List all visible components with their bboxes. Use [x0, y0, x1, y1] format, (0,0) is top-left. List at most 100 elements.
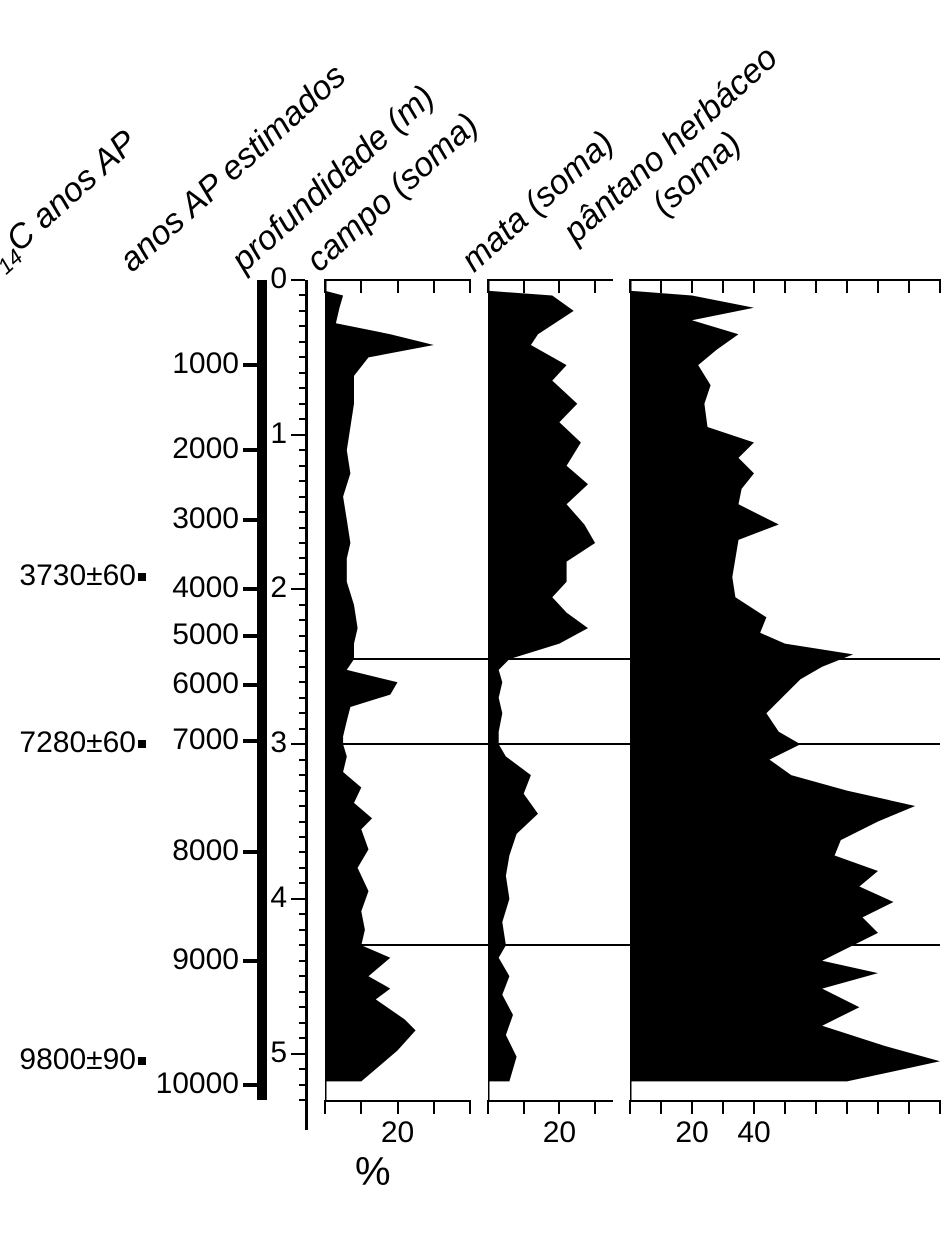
y-tick — [243, 959, 257, 963]
depth-minor-tick — [299, 511, 305, 513]
depth-minor-tick — [299, 805, 305, 807]
x-tick-label: 40 — [734, 1116, 774, 1150]
panel-bottom-ticks — [630, 1100, 940, 1114]
plot-area: % 10002000300040005000600070008000900010… — [0, 280, 945, 1200]
depth-minor-tick — [299, 542, 305, 544]
depth-minor-tick — [299, 449, 305, 451]
y-tick-label: 8000 — [172, 834, 239, 868]
panel-campo: 20 — [325, 280, 470, 1160]
y-axis-bar — [257, 280, 267, 1100]
depth-minor-tick — [299, 604, 305, 606]
depth-minor-tick — [299, 341, 305, 343]
depth-minor-tick — [299, 1068, 305, 1070]
y-tick — [243, 363, 257, 367]
depth-minor-tick — [299, 650, 305, 652]
c14-marker — [138, 573, 146, 581]
depth-minor-tick — [299, 913, 305, 915]
c14-marker — [138, 1057, 146, 1065]
depth-minor-tick — [299, 310, 305, 312]
y-tick — [243, 739, 257, 743]
silhouette-campo — [325, 280, 470, 1100]
panel-bottom-ticks — [488, 1100, 613, 1114]
y-tick — [243, 518, 257, 522]
depth-minor-tick — [299, 325, 305, 327]
depth-minor-tick — [299, 372, 305, 374]
y-tick-label: 1000 — [172, 347, 239, 381]
depth-major-tick — [291, 279, 305, 281]
depth-minor-tick — [299, 975, 305, 977]
y-tick-label: 4000 — [172, 571, 239, 605]
depth-label: 0 — [270, 262, 287, 296]
y-tick-label: 10000 — [156, 1067, 239, 1101]
depth-minor-tick — [299, 836, 305, 838]
panel-mata: 20 — [488, 280, 613, 1160]
depth-label: 2 — [270, 571, 287, 605]
depth-minor-tick — [299, 1022, 305, 1024]
pollen-diagram: 14C anos APanos AP estimadosprofundidade… — [0, 0, 945, 1255]
x-tick-label: 20 — [539, 1116, 579, 1150]
depth-minor-tick — [299, 712, 305, 714]
depth-minor-tick — [299, 356, 305, 358]
c14-date: 7280±60 — [19, 726, 136, 760]
depth-major-tick — [291, 898, 305, 900]
depth-minor-tick — [299, 480, 305, 482]
depth-minor-tick — [299, 619, 305, 621]
silhouette-pantano — [630, 280, 940, 1100]
panel-pantano: 2040 — [630, 280, 940, 1160]
c14-date: 3730±60 — [19, 559, 136, 593]
y-tick-label: 7000 — [172, 723, 239, 757]
y-tick — [243, 448, 257, 452]
depth-major-tick — [291, 743, 305, 745]
panel-bottom-ticks — [325, 1100, 470, 1114]
c14-date: 9800±90 — [19, 1043, 136, 1077]
y-tick — [243, 850, 257, 854]
c14-marker — [138, 740, 146, 748]
y-tick — [243, 1083, 257, 1087]
depth-minor-tick — [299, 403, 305, 405]
column-headers: 14C anos APanos AP estimadosprofundidade… — [0, 0, 945, 280]
depth-minor-tick — [299, 929, 305, 931]
depth-minor-tick — [299, 294, 305, 296]
depth-minor-tick — [299, 960, 305, 962]
depth-minor-tick — [299, 991, 305, 993]
depth-minor-tick — [299, 944, 305, 946]
depth-minor-tick — [299, 697, 305, 699]
depth-label: 5 — [270, 1036, 287, 1070]
y-tick-label: 3000 — [172, 502, 239, 536]
depth-minor-tick — [299, 728, 305, 730]
depth-minor-tick — [299, 681, 305, 683]
depth-minor-tick — [299, 387, 305, 389]
depth-minor-tick — [299, 1084, 305, 1086]
y-tick-label: 9000 — [172, 943, 239, 977]
silhouette-mata — [488, 280, 613, 1100]
x-tick-label: 20 — [672, 1116, 712, 1150]
y-tick — [243, 587, 257, 591]
depth-minor-tick — [299, 418, 305, 420]
depth-minor-tick — [299, 573, 305, 575]
depth-minor-tick — [299, 666, 305, 668]
depth-minor-tick — [299, 759, 305, 761]
y-tick — [243, 634, 257, 638]
depth-major-tick — [291, 588, 305, 590]
depth-label: 1 — [270, 417, 287, 451]
depth-major-tick — [291, 434, 305, 436]
depth-minor-tick — [299, 1006, 305, 1008]
depth-minor-tick — [299, 851, 305, 853]
depth-minor-tick — [299, 1099, 305, 1101]
depth-minor-tick — [299, 527, 305, 529]
y-tick-label: 2000 — [172, 432, 239, 466]
depth-minor-tick — [299, 496, 305, 498]
depth-minor-tick — [299, 635, 305, 637]
x-tick-label: 20 — [378, 1116, 418, 1150]
depth-label: 3 — [270, 726, 287, 760]
depth-minor-tick — [299, 790, 305, 792]
depth-minor-tick — [299, 557, 305, 559]
y-tick-label: 5000 — [172, 618, 239, 652]
depth-minor-tick — [299, 867, 305, 869]
y-tick — [243, 683, 257, 687]
depth-minor-tick — [299, 882, 305, 884]
depth-major-tick — [291, 1053, 305, 1055]
depth-minor-tick — [299, 1037, 305, 1039]
depth-axis-line — [305, 280, 308, 1130]
depth-minor-tick — [299, 774, 305, 776]
